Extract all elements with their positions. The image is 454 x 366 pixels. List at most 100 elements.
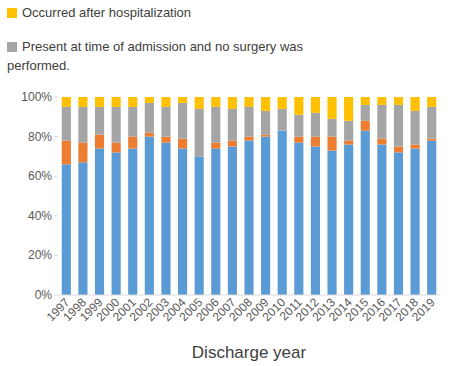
- bar-segment: [62, 97, 71, 107]
- bar-segment: [62, 107, 71, 141]
- bar-segment: [294, 143, 303, 295]
- bar-segment: [78, 97, 87, 107]
- bar-segment: [161, 107, 170, 137]
- y-tick-label: 100%: [21, 90, 52, 104]
- bar-segment: [427, 97, 436, 107]
- bar-segment: [62, 164, 71, 295]
- bar-segment: [211, 148, 220, 295]
- bar-segment: [377, 105, 386, 139]
- bar-segment: [411, 111, 420, 145]
- bar-segment: [427, 141, 436, 295]
- bar-segment: [361, 105, 370, 121]
- y-tick: [54, 97, 58, 98]
- bar-segment: [95, 107, 104, 135]
- bar-segment: [377, 139, 386, 145]
- bar-segment: [294, 97, 303, 115]
- bar-segment: [327, 137, 336, 151]
- bar-segment: [244, 137, 253, 141]
- bar-segment: [228, 141, 237, 147]
- bar-segment: [112, 143, 121, 153]
- bar-segment: [394, 152, 403, 295]
- bar-segment: [195, 97, 204, 109]
- bar-segment: [411, 148, 420, 295]
- bar-segment: [344, 97, 353, 121]
- bar-segment: [228, 147, 237, 296]
- x-tick-label: 2019: [409, 295, 438, 324]
- bar-segment: [112, 97, 121, 107]
- bar-segment: [294, 115, 303, 137]
- y-tick: [54, 255, 58, 256]
- bar-segment: [327, 97, 336, 119]
- bar-segment: [411, 97, 420, 111]
- bar-segment: [95, 135, 104, 149]
- x-axis-label: Discharge year: [192, 343, 307, 362]
- bar-segment: [261, 135, 270, 137]
- bar-segment: [211, 143, 220, 149]
- bar-segment: [178, 148, 187, 295]
- bar-segment: [78, 107, 87, 143]
- bar-segment: [361, 121, 370, 131]
- bar-segment: [161, 97, 170, 107]
- bar-segment: [112, 152, 121, 295]
- bar-segment: [145, 103, 154, 133]
- bar-segment: [78, 162, 87, 295]
- bar-segment: [427, 139, 436, 141]
- bar-segment: [112, 107, 121, 143]
- bar-segment: [278, 131, 287, 295]
- bar-segment: [178, 97, 187, 103]
- bar-segment: [78, 143, 87, 163]
- y-tick-label: 60%: [28, 169, 52, 183]
- bar-segment: [377, 145, 386, 295]
- bar-segment: [244, 107, 253, 137]
- bar-segment: [261, 111, 270, 135]
- bar-segment: [311, 147, 320, 296]
- y-tick-label: 40%: [28, 209, 52, 223]
- y-tick-label: 20%: [28, 248, 52, 262]
- legend-item: Present at time of admission and no surg…: [7, 37, 307, 75]
- bar-segment: [95, 148, 104, 295]
- y-tick: [54, 136, 58, 137]
- bar-segment: [228, 97, 237, 109]
- bar-segment: [377, 97, 386, 105]
- bar-segment: [394, 147, 403, 153]
- bar-segment: [128, 97, 137, 107]
- bar-segment: [411, 145, 420, 149]
- bar-segment: [161, 137, 170, 143]
- y-tick: [54, 295, 58, 296]
- bar-segment: [128, 148, 137, 295]
- bar-segment: [278, 97, 287, 109]
- bar-segment: [344, 141, 353, 145]
- y-tick: [54, 215, 58, 216]
- bar-segment: [394, 97, 403, 105]
- legend-swatch: [7, 42, 17, 52]
- bar-segment: [311, 137, 320, 147]
- bar-segment: [211, 97, 220, 107]
- bar-segment: [278, 109, 287, 131]
- bar-segment: [311, 113, 320, 137]
- bar-segment: [327, 119, 336, 137]
- x-axis: [58, 295, 440, 296]
- bar-segment: [311, 97, 320, 113]
- bar-segment: [195, 109, 204, 157]
- bar-segment: [211, 107, 220, 143]
- bar-segment: [344, 145, 353, 295]
- bar-segment: [244, 97, 253, 107]
- bar-segment: [244, 141, 253, 295]
- bar-segment: [145, 137, 154, 295]
- bar-segment: [427, 107, 436, 139]
- bar-segment: [361, 131, 370, 295]
- bar-segment: [394, 105, 403, 147]
- bar-segment: [178, 103, 187, 139]
- legend-swatch: [7, 8, 17, 18]
- bar-segment: [161, 143, 170, 295]
- bar-segment: [195, 156, 204, 295]
- bar-segment: [62, 141, 71, 165]
- bar-segment: [361, 97, 370, 105]
- bar-segment: [327, 150, 336, 295]
- bar-segment: [261, 137, 270, 295]
- bar-segment: [145, 97, 154, 103]
- bar-segment: [294, 137, 303, 143]
- bar-segment: [178, 139, 187, 149]
- chart: 0%20%40%60%80%100%1997199819992000200120…: [0, 0, 454, 366]
- y-tick: [54, 176, 58, 177]
